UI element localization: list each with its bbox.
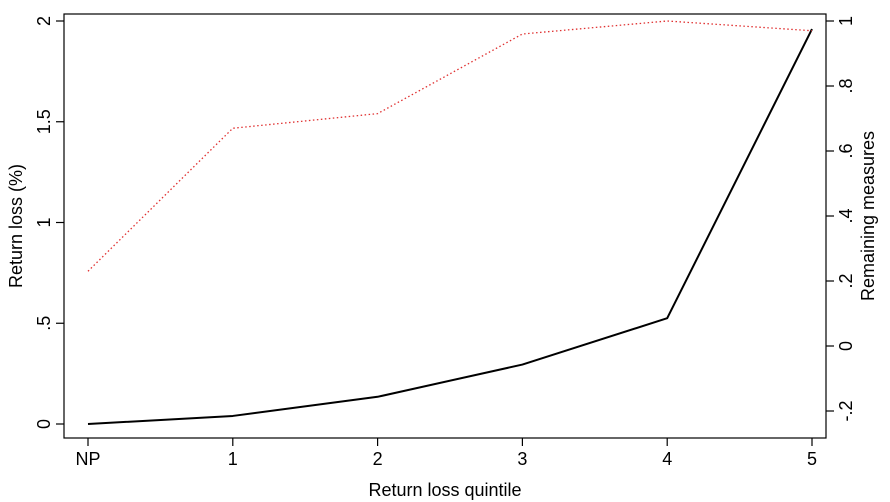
y-axis-left: 0 .5 1 1.5 2 bbox=[34, 16, 64, 429]
y-axis-left-title: Return loss (%) bbox=[6, 164, 26, 288]
y-right-tick-label: .4 bbox=[836, 208, 856, 223]
x-tick-label: 4 bbox=[662, 449, 672, 469]
x-axis: NP 1 2 3 4 5 bbox=[75, 438, 817, 469]
y-right-tick-label: -.2 bbox=[836, 400, 856, 421]
y-right-tick-label: .6 bbox=[836, 143, 856, 158]
x-tick-label: NP bbox=[75, 449, 100, 469]
series-line-left-axis bbox=[87, 28, 813, 425]
x-tick-label: 5 bbox=[807, 449, 817, 469]
y-right-tick-label: 0 bbox=[836, 341, 856, 351]
x-tick-label: 2 bbox=[373, 449, 383, 469]
y-axis-right-title: Remaining measures bbox=[858, 131, 878, 301]
y-axis-right: -.2 0 .2 .4 .6 .8 1 bbox=[826, 16, 856, 422]
y-right-tick-label: .8 bbox=[836, 78, 856, 93]
x-axis-title: Return loss quintile bbox=[368, 480, 521, 500]
y-left-tick-label: 1.5 bbox=[34, 109, 54, 134]
y-left-tick-label: 0 bbox=[34, 419, 54, 429]
y-left-tick-label: 1 bbox=[34, 217, 54, 227]
y-left-tick-label: .5 bbox=[34, 316, 54, 331]
x-tick-label: 3 bbox=[517, 449, 527, 469]
y-right-tick-label: 1 bbox=[836, 16, 856, 26]
y-right-tick-label: .2 bbox=[836, 273, 856, 288]
y-left-tick-label: 2 bbox=[34, 16, 54, 26]
x-tick-label: 1 bbox=[228, 449, 238, 469]
plot-frame bbox=[63, 13, 827, 439]
series-layer bbox=[87, 20, 813, 425]
plot-border bbox=[63, 13, 827, 439]
